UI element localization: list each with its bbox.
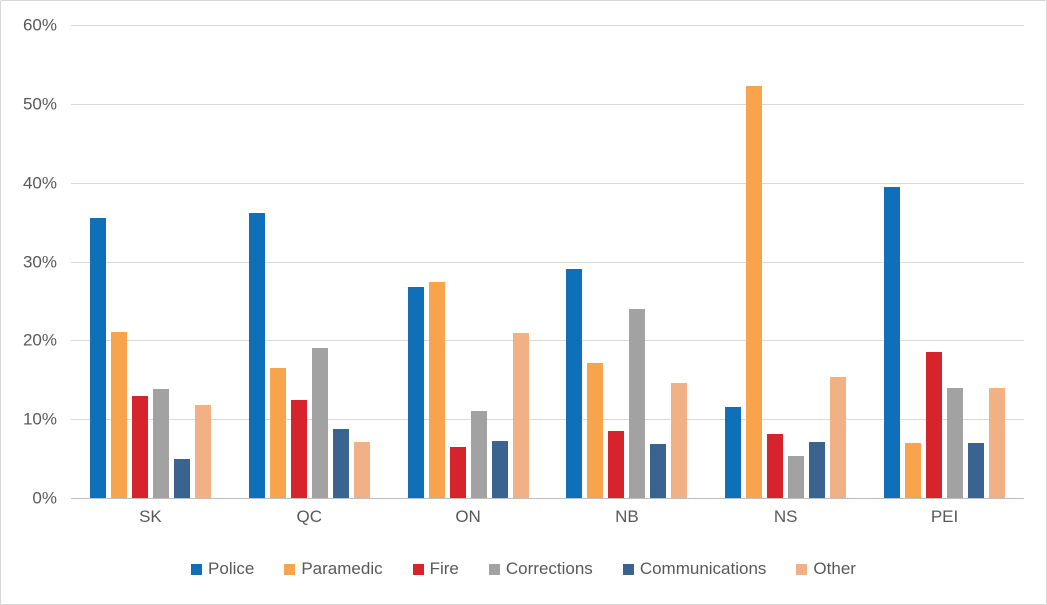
legend-item-fire: Fire (412, 559, 459, 579)
legend-item-corrections: Corrections (488, 559, 593, 579)
bar-other-on (512, 333, 529, 498)
bar-fire-pei (926, 352, 943, 498)
gridline-20% (71, 340, 1024, 342)
legend-label-communications: Communications (639, 559, 767, 578)
bar-police-ns (725, 406, 742, 498)
legend-item-paramedic: Paramedic (284, 559, 383, 579)
legend-item-communications: Communications (622, 559, 767, 579)
legend-label-other: Other (813, 559, 856, 578)
legend-swatch-corrections (488, 563, 500, 575)
bar-group-pei (865, 25, 1024, 498)
bar-communications-pei (968, 442, 985, 498)
bar-police-nb (566, 268, 583, 498)
bar-corrections-sk (152, 389, 169, 498)
bar-group-sk (71, 25, 230, 498)
gridline-60% (71, 25, 1024, 26)
bar-police-qc (248, 212, 265, 498)
gridline-10% (71, 419, 1024, 421)
bar-corrections-nb (629, 308, 646, 498)
legend-item-police: Police (191, 559, 254, 579)
x-label-on: ON (455, 507, 481, 526)
bar-paramedic-sk (110, 332, 127, 498)
bar-group-qc (230, 25, 389, 498)
bar-corrections-ns (788, 456, 805, 498)
legend-swatch-communications (622, 563, 634, 575)
bar-other-nb (671, 382, 688, 498)
y-tick-60%: 60% (22, 15, 57, 35)
gridline-50% (71, 103, 1024, 105)
x-label-nb: NB (615, 507, 639, 526)
bar-fire-sk (131, 395, 148, 498)
bar-police-sk (89, 218, 106, 498)
y-tick-0%: 0% (32, 488, 57, 508)
y-tick-10%: 10% (22, 409, 57, 429)
bar-fire-nb (608, 431, 625, 498)
y-tick-40%: 40% (22, 173, 57, 193)
bar-communications-qc (332, 429, 349, 498)
legend: Police Paramedic Fire Corrections Communicat… (1, 559, 1046, 579)
legend-swatch-fire (412, 563, 424, 575)
bar-police-on (407, 286, 424, 498)
bar-group-nb (547, 25, 706, 498)
bar-other-qc (353, 442, 370, 498)
bar-group-on (389, 25, 548, 498)
bar-communications-on (491, 441, 508, 498)
x-axis-labels: SK QC ON NB NS PEI (71, 507, 1024, 527)
legend-label-fire: Fire (429, 559, 459, 578)
x-label-pei: PEI (930, 507, 959, 526)
x-label-ns: NS (773, 507, 798, 526)
bar-other-pei (989, 387, 1006, 498)
legend-item-other: Other (796, 559, 856, 579)
x-axis-line (71, 498, 1024, 499)
bar-communications-ns (809, 442, 826, 498)
plot-area (71, 25, 1024, 498)
bar-other-sk (194, 404, 211, 498)
bar-corrections-qc (311, 348, 328, 498)
y-tick-50%: 50% (22, 94, 57, 114)
bar-group-ns (706, 25, 865, 498)
bar-communications-sk (173, 458, 190, 498)
bar-paramedic-on (428, 282, 445, 498)
bar-fire-qc (290, 400, 307, 498)
bar-paramedic-ns (746, 85, 763, 498)
legend-swatch-other (796, 563, 808, 575)
y-tick-30%: 30% (22, 252, 57, 271)
legend-swatch-paramedic (284, 563, 296, 575)
bar-fire-ns (767, 434, 784, 498)
legend-label-paramedic: Paramedic (301, 559, 383, 578)
gridline-30% (71, 261, 1024, 263)
y-tick-20%: 20% (22, 330, 57, 350)
legend-label-police: Police (208, 559, 255, 578)
bar-paramedic-pei (905, 442, 922, 498)
gridline-40% (71, 182, 1024, 184)
legend-swatch-police (191, 563, 203, 575)
bar-paramedic-nb (587, 363, 604, 498)
bar-paramedic-qc (269, 367, 286, 498)
bar-corrections-pei (947, 387, 964, 498)
bar-other-ns (830, 377, 847, 498)
x-label-sk: SK (139, 507, 162, 526)
x-label-qc: QC (296, 507, 322, 526)
bar-fire-on (449, 446, 466, 498)
bar-corrections-on (470, 410, 487, 498)
legend-label-corrections: Corrections (505, 559, 593, 578)
bar-communications-nb (650, 444, 667, 498)
bar-police-pei (884, 187, 901, 498)
